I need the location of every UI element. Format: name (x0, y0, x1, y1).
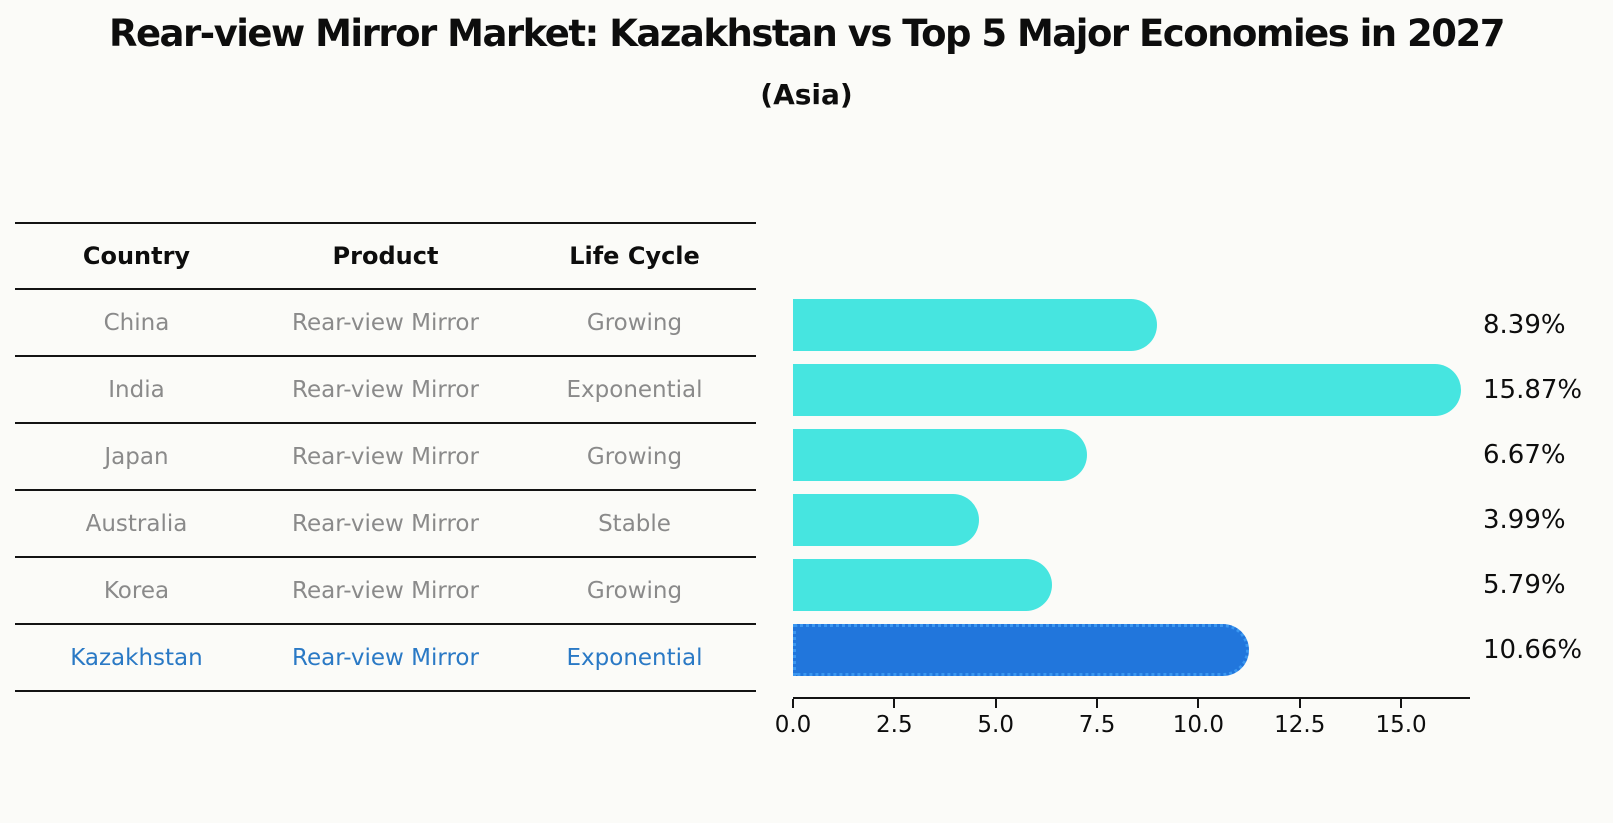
x-tick-mark (893, 699, 896, 708)
country-table: Country Product Life Cycle China Rear-vi… (15, 222, 756, 692)
cell-life-cycle: Exponential (566, 376, 703, 403)
cell-country: Australia (85, 510, 188, 537)
cell-country: India (108, 376, 165, 403)
cell-country: Japan (104, 443, 169, 470)
page-subtitle: (Asia) (760, 78, 853, 111)
value-label-kazakhstan: 10.66% (1483, 635, 1583, 665)
table-row-kazakhstan: Kazakhstan Rear-view Mirror Exponential (15, 625, 756, 690)
table-row-korea: Korea Rear-view Mirror Growing (15, 558, 756, 625)
cell-product: Rear-view Mirror (292, 443, 479, 470)
bar-india (793, 364, 1461, 416)
x-tick-mark (994, 699, 997, 708)
col-header-product: Product (332, 242, 439, 270)
bar-australia (793, 494, 979, 546)
bar-korea (793, 559, 1052, 611)
col-header-country: Country (82, 242, 191, 270)
value-label-india: 15.87% (1483, 375, 1583, 405)
cell-product: Rear-view Mirror (292, 376, 479, 403)
page-title: Rear-view Mirror Market: Kazakhstan vs T… (108, 12, 1506, 55)
x-tick-label: 0.0 (774, 712, 812, 738)
cell-product: Rear-view Mirror (292, 309, 479, 336)
x-tick-label: 10.0 (1172, 712, 1224, 738)
x-tick-mark (1400, 699, 1403, 708)
x-axis-line (793, 697, 1470, 699)
cell-product: Rear-view Mirror (292, 510, 479, 537)
x-tick-mark (1096, 699, 1099, 708)
x-tick-label: 5.0 (977, 712, 1014, 738)
value-label-australia: 3.99% (1483, 505, 1566, 535)
table-header-row: Country Product Life Cycle (15, 224, 756, 290)
value-label-korea: 5.79% (1483, 570, 1566, 600)
x-tick-mark (1197, 699, 1200, 708)
col-header-life-cycle: Life Cycle (569, 242, 700, 270)
x-tick-label: 12.5 (1274, 712, 1326, 738)
cell-life-cycle: Growing (586, 443, 683, 470)
table-row-japan: Japan Rear-view Mirror Growing (15, 424, 756, 491)
cell-life-cycle: Growing (586, 577, 683, 604)
table-row-australia: Australia Rear-view Mirror Stable (15, 491, 756, 558)
x-tick-label: 2.5 (876, 712, 913, 738)
table-row-china: China Rear-view Mirror Growing (15, 290, 756, 357)
bar-japan (793, 429, 1088, 481)
x-tick-label: 15.0 (1375, 712, 1427, 738)
table-row-india: India Rear-view Mirror Exponential (15, 357, 756, 424)
cell-country: China (103, 309, 170, 336)
value-label-japan: 6.67% (1483, 440, 1566, 470)
cell-product: Rear-view Mirror (292, 577, 479, 604)
cell-life-cycle: Growing (586, 309, 683, 336)
cell-country: Korea (103, 577, 170, 604)
bar-chart: 8.39% 15.87% 6.67% 3.99% 5.79% 10.66% 0.… (775, 0, 1582, 823)
value-label-china: 8.39% (1483, 310, 1566, 340)
x-tick-mark (1298, 699, 1301, 708)
x-tick-mark (792, 699, 794, 708)
cell-life-cycle: Exponential (566, 644, 703, 671)
cell-life-cycle: Stable (598, 510, 671, 537)
cell-product: Rear-view Mirror (292, 644, 479, 671)
bar-kazakhstan (793, 624, 1250, 676)
cell-country: Kazakhstan (70, 644, 203, 671)
x-tick-label: 7.5 (1078, 712, 1116, 738)
bar-china (793, 299, 1158, 351)
